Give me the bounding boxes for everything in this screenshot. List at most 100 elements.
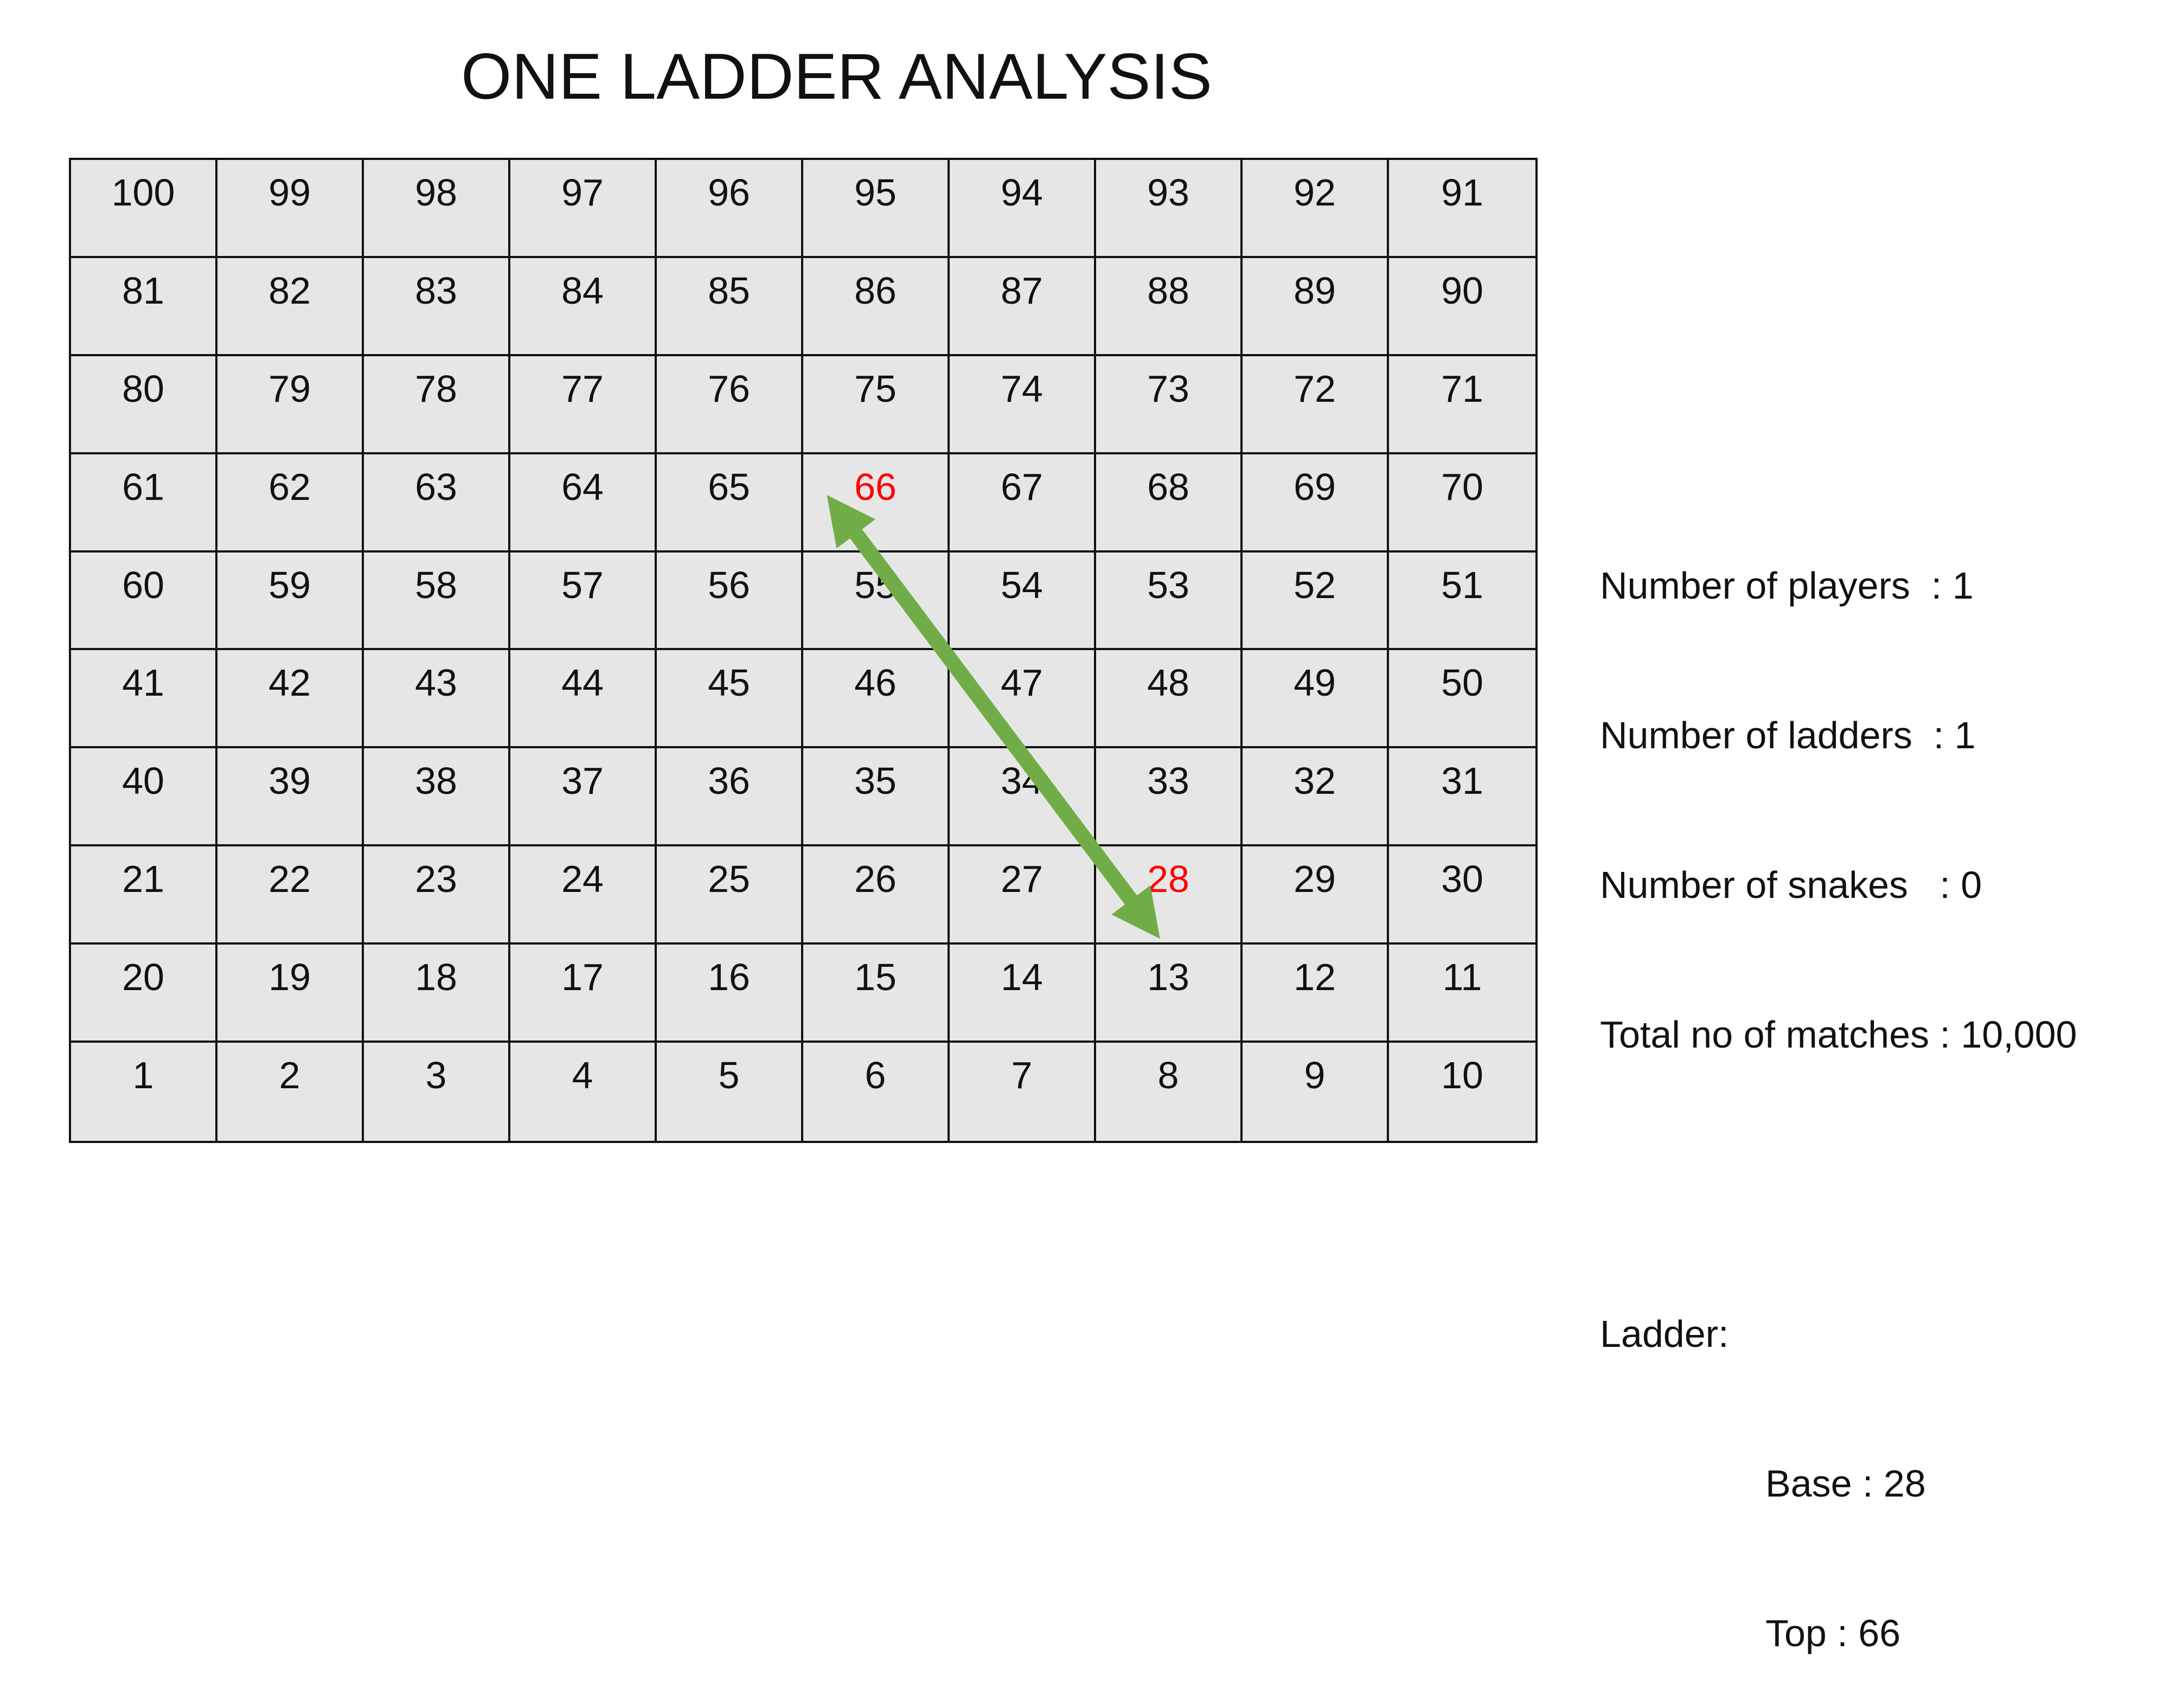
ladder-top: Top : 66 (1765, 1612, 1901, 1654)
board-cell-34: 34 (950, 748, 1096, 847)
ladder-heading: Ladder: (1600, 1313, 1729, 1355)
board-cell-11: 11 (1389, 945, 1535, 1043)
board-cell-37: 37 (510, 748, 657, 847)
board-cell-42: 42 (217, 650, 364, 749)
matches-total: Total no of matches : 10,000 (1600, 1013, 2077, 1056)
board-cell-5: 5 (657, 1043, 803, 1141)
board-cell-64: 64 (510, 454, 657, 553)
board-cell-53: 53 (1096, 552, 1243, 651)
board-cell-90: 90 (1389, 258, 1535, 356)
board-cell-17: 17 (510, 945, 657, 1043)
board-cell-45: 45 (657, 650, 803, 749)
board-cell-92: 92 (1243, 160, 1389, 258)
board-cell-44: 44 (510, 650, 657, 749)
board-cell-24: 24 (510, 846, 657, 945)
board-cell-7: 7 (950, 1043, 1096, 1141)
board-cell-33: 33 (1096, 748, 1243, 847)
board-cell-9: 9 (1243, 1043, 1389, 1141)
board-cell-29: 29 (1243, 846, 1389, 945)
board-cell-78: 78 (364, 356, 510, 454)
board-cell-18: 18 (364, 945, 510, 1043)
board-cell-67: 67 (950, 454, 1096, 553)
board-cell-49: 49 (1243, 650, 1389, 749)
board-cell-52: 52 (1243, 552, 1389, 651)
board-cell-89: 89 (1243, 258, 1389, 356)
board-cell-83: 83 (364, 258, 510, 356)
board-cell-13: 13 (1096, 945, 1243, 1043)
board-cell-88: 88 (1096, 258, 1243, 356)
board-cell-39: 39 (217, 748, 364, 847)
board-cell-22: 22 (217, 846, 364, 945)
board-cell-38: 38 (364, 748, 510, 847)
board-cell-68: 68 (1096, 454, 1243, 553)
spacer (1600, 1159, 2077, 1209)
board-cell-10: 10 (1389, 1043, 1535, 1141)
board-cell-77: 77 (510, 356, 657, 454)
board-cell-31: 31 (1389, 748, 1535, 847)
board-cell-100: 100 (71, 160, 217, 258)
board-cell-6: 6 (803, 1043, 950, 1141)
board-cell-58: 58 (364, 552, 510, 651)
board-cell-65: 65 (657, 454, 803, 553)
page-title: ONE LADDER ANALYSIS (461, 40, 1212, 113)
board-cell-73: 73 (1096, 356, 1243, 454)
board-cell-96: 96 (657, 160, 803, 258)
board-cell-93: 93 (1096, 160, 1243, 258)
board-cell-32: 32 (1243, 748, 1389, 847)
board-cell-97: 97 (510, 160, 657, 258)
board-cell-95: 95 (803, 160, 950, 258)
board-cell-12: 12 (1243, 945, 1389, 1043)
snakes-count: Number of snakes : 0 (1600, 864, 1982, 906)
board-cell-72: 72 (1243, 356, 1389, 454)
board-cell-61: 61 (71, 454, 217, 553)
board-cell-41: 41 (71, 650, 217, 749)
board-cell-43: 43 (364, 650, 510, 749)
board-cell-76: 76 (657, 356, 803, 454)
board-cell-70: 70 (1389, 454, 1535, 553)
board-cell-85: 85 (657, 258, 803, 356)
board-cell-54: 54 (950, 552, 1096, 651)
board-cell-79: 79 (217, 356, 364, 454)
board-cell-74: 74 (950, 356, 1096, 454)
board-cell-36: 36 (657, 748, 803, 847)
board-cell-99: 99 (217, 160, 364, 258)
board-cell-48: 48 (1096, 650, 1243, 749)
board-cell-20: 20 (71, 945, 217, 1043)
board-cell-75: 75 (803, 356, 950, 454)
board-cell-2: 2 (217, 1043, 364, 1141)
board-cell-30: 30 (1389, 846, 1535, 945)
board-cell-66: 66 (803, 454, 950, 553)
board-cell-62: 62 (217, 454, 364, 553)
board-cell-51: 51 (1389, 552, 1535, 651)
board-cell-56: 56 (657, 552, 803, 651)
board-cell-25: 25 (657, 846, 803, 945)
board-cell-8: 8 (1096, 1043, 1243, 1141)
board-cell-40: 40 (71, 748, 217, 847)
board-cell-23: 23 (364, 846, 510, 945)
board-cell-80: 80 (71, 356, 217, 454)
board-cell-55: 55 (803, 552, 950, 651)
board-cell-26: 26 (803, 846, 950, 945)
board-cell-94: 94 (950, 160, 1096, 258)
board-cell-63: 63 (364, 454, 510, 553)
board-cell-60: 60 (71, 552, 217, 651)
board-cell-28: 28 (1096, 846, 1243, 945)
board-cell-1: 1 (71, 1043, 217, 1141)
board-cell-98: 98 (364, 160, 510, 258)
info-panel: Number of players : 1 Number of ladders … (1600, 461, 2077, 1708)
game-board: 100 99 98 97 96 95 94 93 92 91 81 82 83 84 85 86 87 88 89 9… (69, 158, 1538, 1143)
board-cell-15: 15 (803, 945, 950, 1043)
board-cell-59: 59 (217, 552, 364, 651)
ladders-count: Number of ladders : 1 (1600, 714, 1976, 756)
board-cell-16: 16 (657, 945, 803, 1043)
board-cell-47: 47 (950, 650, 1096, 749)
board-cell-71: 71 (1389, 356, 1535, 454)
board-cell-84: 84 (510, 258, 657, 356)
board-cell-3: 3 (364, 1043, 510, 1141)
board-cell-19: 19 (217, 945, 364, 1043)
board-cell-50: 50 (1389, 650, 1535, 749)
board-cell-82: 82 (217, 258, 364, 356)
board-cell-27: 27 (950, 846, 1096, 945)
board-cell-69: 69 (1243, 454, 1389, 553)
board-cell-35: 35 (803, 748, 950, 847)
